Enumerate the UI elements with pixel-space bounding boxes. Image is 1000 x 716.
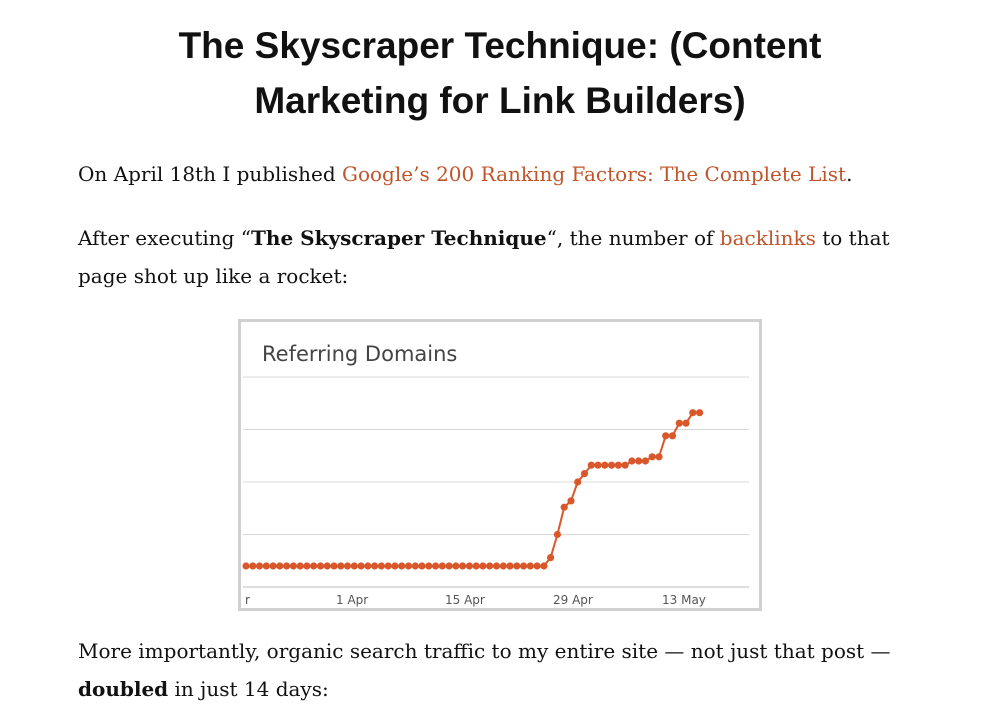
data-point xyxy=(472,562,480,570)
data-point xyxy=(438,562,446,570)
data-point xyxy=(621,461,629,469)
data-point xyxy=(601,461,609,469)
chart-svg: Referring Domains r 1 Apr 15 Apr 29 Apr 13 M… xyxy=(242,342,749,607)
data-point xyxy=(255,562,264,570)
intro-paragraph: On April 18th I published Google’s 200 R… xyxy=(78,155,938,193)
chart-gridlines xyxy=(243,376,749,588)
backlinks-link[interactable]: backlinks xyxy=(719,226,816,250)
data-point xyxy=(377,562,385,570)
chart-x-ticks: r 1 Apr 15 Apr 29 Apr 13 May xyxy=(245,593,706,607)
data-point xyxy=(614,461,622,469)
data-point xyxy=(343,562,352,570)
data-point xyxy=(330,562,338,570)
data-point xyxy=(289,562,297,570)
data-point xyxy=(628,457,636,465)
data-point xyxy=(574,478,582,486)
data-point xyxy=(486,562,494,570)
data-point xyxy=(479,562,487,570)
doubled-emphasis: doubled xyxy=(78,677,169,701)
technique-paragraph: After executing “The Skyscraper Techniqu… xyxy=(78,219,938,295)
data-point xyxy=(398,562,406,570)
data-point xyxy=(580,470,589,478)
data-point xyxy=(445,562,453,570)
data-point xyxy=(452,562,460,570)
data-point xyxy=(337,562,345,570)
data-point xyxy=(432,562,440,570)
data-point xyxy=(404,562,413,570)
traffic-suffix: in just 14 days: xyxy=(168,677,329,701)
data-point xyxy=(276,562,284,570)
x-tick-label: 29 Apr xyxy=(553,593,593,607)
data-point xyxy=(323,562,331,570)
data-point xyxy=(553,530,561,539)
data-point xyxy=(506,562,514,570)
data-point xyxy=(608,461,616,469)
x-tick-label: r xyxy=(245,593,250,607)
technique-suffix: to that page shot up like a rocket: xyxy=(78,226,890,288)
technique-middle: “, the number of xyxy=(546,226,720,250)
data-point xyxy=(682,419,690,427)
data-point xyxy=(520,562,528,570)
data-point xyxy=(540,562,548,570)
page-title: The Skyscraper Technique: (Content Marke… xyxy=(178,25,822,121)
data-point xyxy=(465,562,473,570)
chart-title: Referring Domains xyxy=(262,342,457,366)
data-point xyxy=(249,562,257,570)
series-line xyxy=(246,411,700,567)
traffic-paragraph: More importantly, organic search traffic… xyxy=(78,632,938,708)
data-point xyxy=(350,562,358,570)
x-tick-label: 15 Apr xyxy=(445,593,485,607)
data-point xyxy=(310,562,318,570)
data-point xyxy=(364,562,372,570)
chart-points xyxy=(242,409,704,570)
ranking-factors-link[interactable]: Google’s 200 Ranking Factors: The Comple… xyxy=(342,162,847,186)
intro-text: On April 18th I published xyxy=(78,162,342,186)
data-point xyxy=(675,419,683,427)
data-point xyxy=(371,562,379,570)
data-point xyxy=(303,562,311,570)
data-point xyxy=(533,562,541,570)
data-point xyxy=(587,461,595,469)
data-point xyxy=(567,497,575,505)
technique-text: After executing “ xyxy=(78,226,252,250)
intro-suffix: . xyxy=(846,162,853,186)
data-point xyxy=(668,432,677,440)
data-point xyxy=(296,562,304,570)
chart-series-line xyxy=(246,411,700,567)
x-tick-label: 1 Apr xyxy=(336,593,368,607)
x-tick-label: 13 May xyxy=(662,593,706,607)
referring-domains-chart: Referring Domains r 1 Apr 15 Apr 29 Apr 13 M… xyxy=(238,319,762,611)
data-point xyxy=(316,562,325,570)
data-point xyxy=(662,432,670,440)
data-point xyxy=(425,562,433,570)
technique-name: The Skyscraper Technique xyxy=(251,226,547,250)
data-point xyxy=(655,453,663,461)
data-point xyxy=(547,554,555,562)
data-point xyxy=(689,409,697,417)
data-point xyxy=(357,562,365,570)
data-point xyxy=(269,562,277,570)
data-point xyxy=(459,562,467,570)
data-point xyxy=(283,562,291,570)
data-point xyxy=(499,562,507,570)
data-point xyxy=(696,409,704,417)
data-point xyxy=(391,562,399,570)
data-point xyxy=(594,461,602,469)
data-point xyxy=(641,457,649,465)
data-point xyxy=(560,503,568,511)
data-point xyxy=(411,562,419,570)
data-point xyxy=(418,562,426,570)
data-point xyxy=(648,453,656,461)
traffic-text: More importantly, organic search traffic… xyxy=(78,639,891,663)
data-point xyxy=(513,562,521,570)
data-point xyxy=(526,562,534,570)
data-point xyxy=(635,457,643,465)
data-point xyxy=(262,562,270,570)
data-point xyxy=(242,562,250,570)
data-point xyxy=(384,562,392,570)
data-point xyxy=(492,562,501,570)
